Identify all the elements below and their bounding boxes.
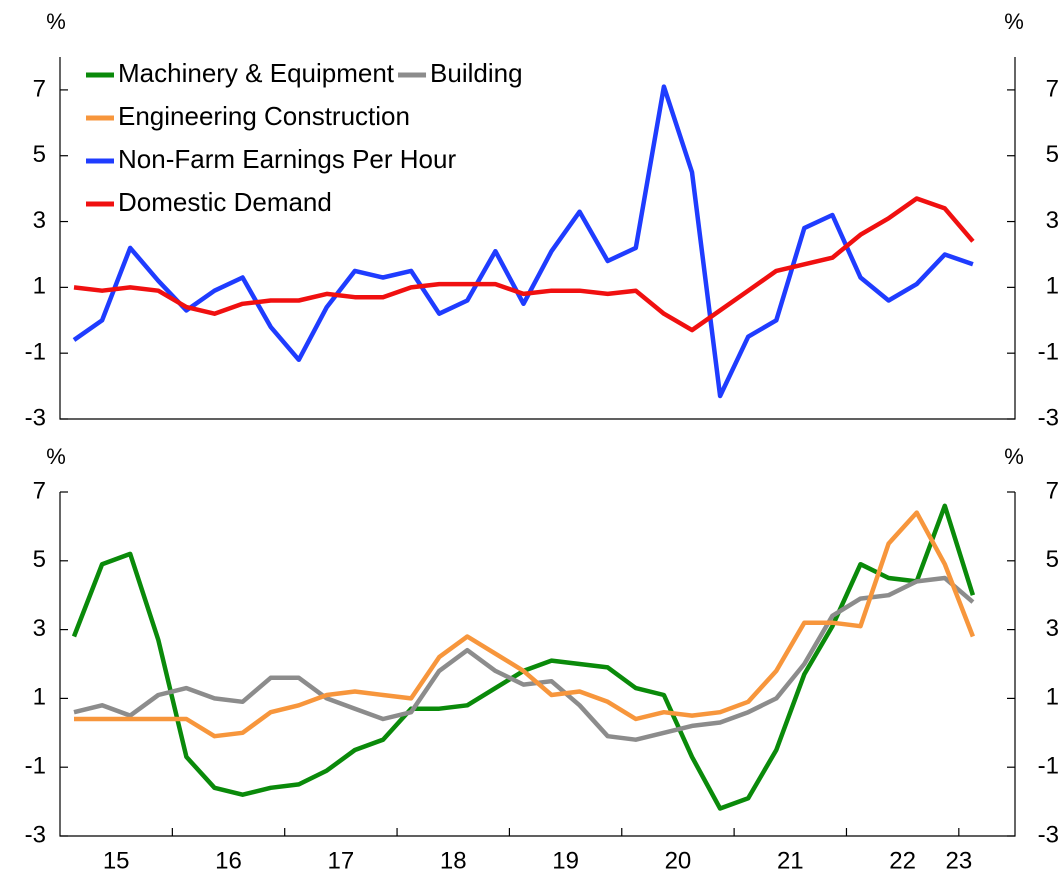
y2-tick-label: 1 [1046,684,1059,711]
y-tick-label: 1 [33,684,46,711]
y2-tick-label: -3 [1038,404,1059,431]
y-tick-label: 7 [33,75,46,102]
x-tick-label: 15 [103,847,130,874]
x-tick-label: 21 [777,847,804,874]
y-tick-label: -1 [25,753,46,780]
y-tick-label: 3 [33,207,46,234]
y2-tick-label: 5 [1046,141,1059,168]
series-line [74,510,975,739]
y2-tick-label: 7 [1046,477,1059,504]
series-line [71,503,976,811]
y2-tick-label: 1 [1046,273,1059,300]
series-line [72,84,974,399]
y-tick-label: 3 [33,615,46,642]
y-axis-label: % [46,444,66,469]
y2-tick-label: -1 [1038,753,1059,780]
y2-tick-label: -1 [1038,339,1059,366]
y-tick-label: 5 [33,141,46,168]
y2-axis-label: % [1004,9,1024,34]
x-tick-label: 22 [889,847,916,874]
y2-tick-label: -3 [1038,821,1059,848]
x-tick-label: 20 [665,847,692,874]
x-tick-label: 23 [945,847,972,874]
series-line [73,575,975,742]
y2-tick-label: 7 [1046,75,1059,102]
x-tick-label: 19 [552,847,579,874]
y2-tick-label: 5 [1046,546,1059,573]
legend-label: Machinery & Equipment [118,58,395,88]
y-tick-label: -3 [25,821,46,848]
axis-frame [59,57,1016,420]
y-tick-label: 7 [33,477,46,504]
y2-tick-label: 3 [1046,615,1059,642]
x-tick-label: 18 [440,847,467,874]
y-tick-label: 5 [33,546,46,573]
y-tick-label: -1 [25,339,46,366]
legend-label: Domestic Demand [118,187,332,217]
x-tick-label: 16 [215,847,242,874]
x-tick-label: 17 [328,847,355,874]
y-axis-label: % [46,9,66,34]
y-tick-label: -3 [25,404,46,431]
axis-frame [59,492,1016,837]
y2-axis-label: % [1004,444,1024,469]
legend-label: Non-Farm Earnings Per Hour [118,144,456,174]
y-tick-label: 1 [33,273,46,300]
legend-label: Building [430,58,523,88]
series-line [73,196,975,333]
legend-label: Engineering Construction [118,101,410,131]
y2-tick-label: 3 [1046,207,1059,234]
